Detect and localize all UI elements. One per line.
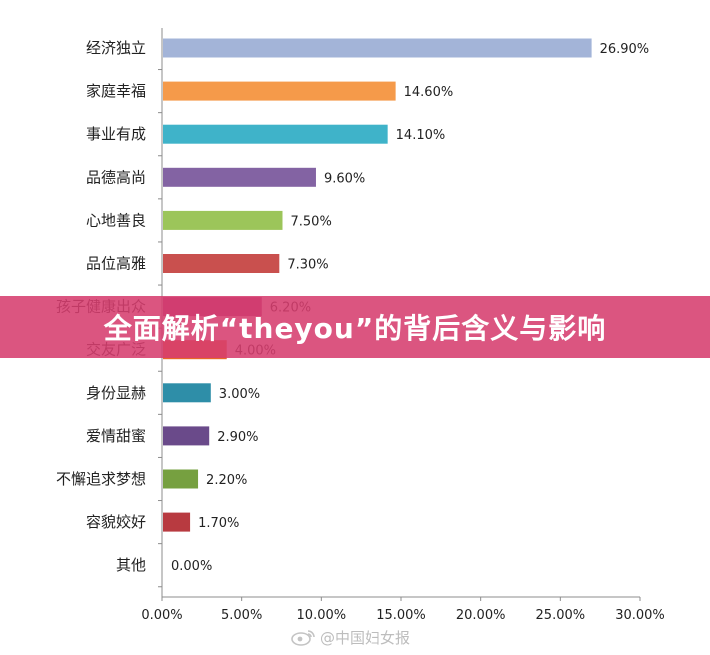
data-label: 7.30%	[287, 258, 328, 273]
bar	[163, 254, 280, 273]
data-label: 1.70%	[198, 516, 239, 531]
watermark: @中国妇女报	[290, 626, 410, 648]
data-label: 26.90%	[600, 42, 650, 57]
category-label: 家庭幸福	[86, 82, 146, 100]
x-tick-label: 0.00%	[141, 608, 182, 623]
x-tick-label: 20.00%	[456, 608, 506, 623]
category-label: 爱情甜蜜	[86, 427, 146, 445]
data-label: 9.60%	[324, 171, 365, 186]
x-tick-label: 15.00%	[376, 608, 426, 623]
title-banner: 全面解析“theyou”的背后含义与影响	[0, 296, 710, 358]
x-tick-label: 10.00%	[297, 608, 347, 623]
category-label: 品德高尚	[86, 168, 146, 186]
category-label: 品位高雅	[86, 255, 146, 273]
bar	[163, 426, 210, 446]
bar	[163, 469, 199, 489]
category-label: 容貌姣好	[86, 513, 146, 531]
category-label: 不懈追求梦想	[56, 470, 146, 488]
data-label: 0.00%	[171, 559, 212, 574]
watermark-text: @中国妇女报	[320, 628, 411, 647]
x-tick-label: 25.00%	[536, 608, 586, 623]
bar	[163, 124, 388, 144]
x-tick-label: 30.00%	[615, 608, 665, 623]
data-label: 14.60%	[404, 85, 454, 100]
bar	[163, 38, 592, 58]
data-label: 7.50%	[291, 214, 332, 229]
banner-title: 全面解析“theyou”的背后含义与影响	[103, 312, 607, 345]
data-label: 2.90%	[217, 430, 258, 445]
category-label: 经济独立	[86, 39, 146, 57]
bar	[163, 512, 191, 532]
data-label: 2.20%	[206, 473, 247, 488]
x-tick-label: 5.00%	[221, 608, 262, 623]
category-label: 身份显赫	[86, 384, 146, 402]
weibo-icon	[291, 630, 315, 646]
data-label: 3.00%	[219, 387, 260, 402]
bar	[163, 383, 211, 403]
category-label: 心地善良	[86, 211, 146, 229]
bar	[163, 167, 316, 187]
data-label: 14.10%	[396, 128, 446, 143]
category-label: 其他	[116, 556, 146, 574]
bar	[163, 81, 396, 101]
bar	[163, 210, 283, 230]
category-label: 事业有成	[86, 125, 146, 143]
